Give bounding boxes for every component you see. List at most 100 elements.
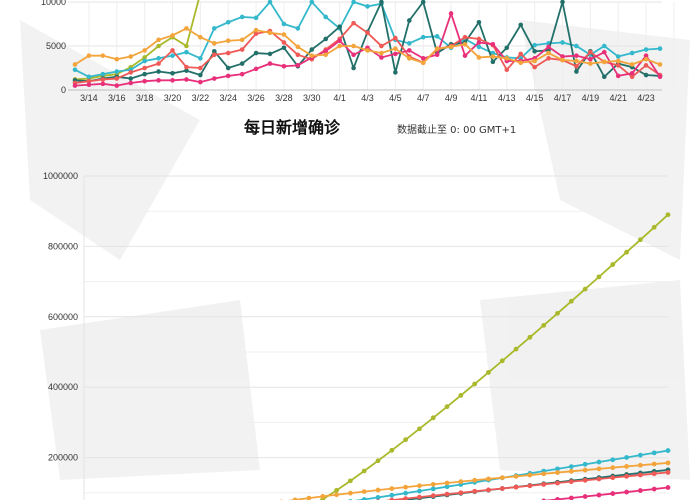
top-data-point-orange [546,50,551,56]
watermark-logo [20,20,690,480]
chart-title: 每日新增确诊 [244,118,341,137]
bottom-data-point-magenta [568,495,574,500]
bottom-data-point-yellowgreen [389,447,395,453]
top-data-point-cyan [184,49,189,55]
bottom-data-point-red [472,488,478,494]
top-data-point-magenta [128,80,134,86]
bottom-data-point-yellowgreen [637,237,643,243]
top-data-point-orange [225,38,231,44]
top-data-point-orange [351,43,356,49]
bottom-data-point-red [417,494,422,500]
top-data-point-teal [239,61,245,66]
top-data-point-orange [601,59,607,65]
bottom-data-point-cyan [582,461,588,467]
top-data-point-red [281,40,287,45]
top-data-point-orange [253,27,259,33]
bottom-data-point-cyan [637,452,643,458]
top-data-point-red [588,49,593,55]
top-data-point-magenta [86,82,92,88]
top-data-point-cyan [198,56,203,61]
top-data-point-cyan [100,71,106,77]
bottom-data-point-yellowgreen [347,478,353,484]
bottom-data-point-red [499,486,505,491]
bottom-data-point-yellowgreen [444,404,450,410]
top-data-point-orange [184,26,189,31]
top-data-point-teal [142,71,147,77]
bottom-data-point-yellowgreen [403,437,409,443]
bottom-data-point-orange [320,493,326,499]
top-data-point-cyan [86,74,92,80]
bottom-data-point-red [582,477,588,483]
bottom-data-point-red [665,469,671,475]
top-x-tick-label: 3/28 [275,93,293,103]
top-data-point-orange [504,56,510,61]
bottom-data-point-cyan [375,495,381,500]
bottom-data-point-magenta [596,492,602,498]
top-data-point-orange [406,56,412,61]
bottom-data-point-red [513,484,519,490]
top-data-point-magenta [100,81,106,87]
bottom-data-point-orange [417,483,422,489]
bottom-data-point-yellowgreen [513,346,519,352]
top-data-point-yellowgreen [156,43,161,49]
bottom-data-point-orange [624,464,629,469]
top-data-point-magenta [267,61,273,66]
top-data-point-magenta [142,78,147,84]
bottom-data-point-cyan [444,484,450,490]
bottom-data-point-yellowgreen [582,286,588,292]
top-data-point-magenta [211,76,217,81]
top-data-point-teal [490,59,496,65]
top-data-point-teal [393,70,398,75]
top-y-tick-label: 5000 [46,41,66,51]
top-chart-y-axis: 0 5000 10000 [41,0,66,95]
top-x-tick-label: 4/15 [526,93,544,103]
top-data-point-magenta [253,66,259,72]
top-data-point-orange [532,58,537,64]
bottom-data-point-orange [651,461,657,467]
bottom-data-point-orange [610,465,616,471]
top-data-point-magenta [114,83,120,88]
top-data-point-orange [379,50,384,56]
top-data-point-teal [406,18,412,23]
top-data-point-magenta [601,49,607,55]
bottom-data-point-magenta [665,485,671,490]
bottom-data-point-orange [306,495,312,500]
top-data-point-magenta [657,74,663,80]
top-data-point-teal [281,45,287,51]
top-data-point-magenta [225,73,231,79]
top-data-point-red [128,70,134,75]
bottom-data-point-yellowgreen [541,322,547,328]
top-x-tick-label: 3/18 [136,93,154,103]
bottom-data-point-orange [444,480,450,486]
bottom-series-line-teal [397,469,669,500]
bottom-data-point-cyan [430,486,436,492]
top-data-point-teal [504,45,510,51]
bottom-data-point-yellowgreen [430,415,436,421]
top-data-point-red [476,36,482,42]
top-data-point-cyan [643,47,649,52]
top-data-point-cyan [211,26,217,31]
top-data-point-red [114,76,120,81]
bottom-data-point-orange [486,476,491,482]
bottom-chart: 200000 400000 600000 800000 1000000 [43,171,671,500]
top-data-point-magenta [351,52,356,58]
top-data-point-yellowgreen [184,43,189,49]
top-data-point-red [365,30,370,36]
top-data-point-teal [337,24,342,29]
bottom-y-tick-label: 200000 [48,453,78,463]
top-x-tick-label: 4/13 [498,93,516,103]
bottom-data-point-magenta [555,497,560,500]
top-data-point-magenta [239,71,245,77]
top-data-point-magenta [490,41,496,47]
top-data-point-cyan [281,21,287,27]
top-x-tick-label: 3/30 [303,93,321,103]
top-data-point-orange [574,58,579,64]
top-data-point-magenta [198,79,203,85]
bottom-data-point-yellowgreen [499,358,505,364]
top-data-point-teal [198,72,203,78]
top-data-point-magenta [560,54,565,59]
top-data-point-orange [100,53,106,58]
bottom-data-point-yellowgreen [417,426,422,432]
top-data-point-cyan [72,67,78,73]
top-x-tick-label: 4/1 [333,93,346,103]
